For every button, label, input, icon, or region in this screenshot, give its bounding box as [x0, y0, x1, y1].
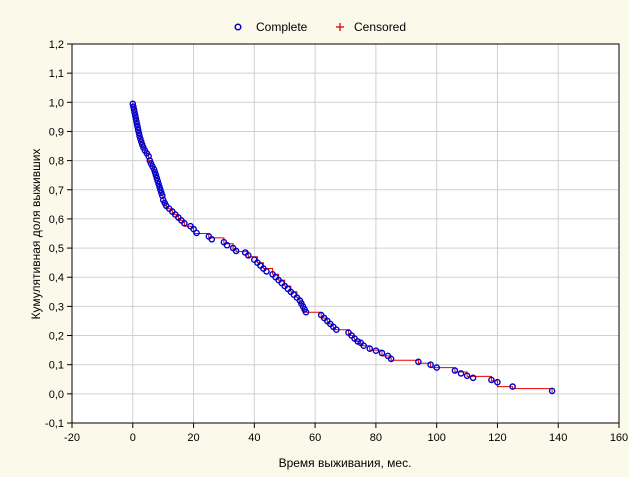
complete-point [244, 252, 252, 259]
complete-point [372, 347, 380, 355]
legend-complete-label: Complete [256, 20, 308, 34]
x-tick-label: 100 [427, 432, 445, 444]
complete-point [156, 183, 163, 191]
complete-point [366, 345, 374, 353]
complete-point [137, 135, 144, 143]
y-tick-label: 0,0 [49, 389, 64, 401]
y-tick-label: 0,1 [49, 360, 64, 372]
complete-point [263, 268, 270, 275]
complete-point [494, 378, 501, 386]
legend: Complete Censored [234, 20, 406, 34]
step-line-path [132, 102, 553, 393]
y-tick-label: 1,1 [49, 68, 64, 80]
legend-censored-marker [336, 23, 344, 31]
x-tick-label: 160 [610, 432, 628, 444]
plot-frame [71, 43, 620, 424]
x-tick-label: 140 [549, 432, 567, 444]
x-tick-label: 20 [187, 432, 199, 444]
axis-ticks: -20 0 20 40 60 80 100 120 140 160 -0,1 0,0 0,1 0,2 0,3… [45, 39, 628, 444]
complete-point [137, 138, 145, 145]
complete-point [427, 361, 434, 369]
grid [72, 44, 619, 423]
x-tick-label: 0 [130, 432, 136, 444]
y-tick-label: -0,1 [45, 418, 64, 430]
complete-point [433, 364, 441, 371]
complete-point [130, 106, 138, 113]
y-tick-label: 1,2 [49, 39, 64, 51]
complete-point [133, 118, 140, 125]
x-tick-label: -20 [64, 432, 80, 444]
x-tick-label: 120 [488, 432, 506, 444]
complete-point [136, 132, 143, 140]
y-tick-label: 0,7 [49, 185, 64, 197]
complete-point [360, 342, 368, 350]
x-tick-label: 60 [309, 432, 321, 444]
complete-point [157, 186, 164, 194]
y-tick-label: 0,3 [49, 301, 64, 313]
complete-point [193, 229, 200, 237]
legend-censored-label: Censored [354, 20, 406, 34]
complete-point [134, 123, 141, 131]
complete-point [131, 112, 139, 119]
complete-point [378, 349, 386, 357]
step-line [132, 102, 553, 393]
x-tick-label: 40 [248, 432, 260, 444]
complete-point [415, 358, 422, 366]
complete-point [129, 100, 137, 108]
complete-point [457, 370, 465, 377]
y-tick-label: 0,4 [49, 272, 64, 284]
y-tick-label: 0,6 [49, 214, 64, 226]
y-tick-label: 0,5 [49, 243, 64, 255]
y-tick-label: 1,0 [49, 97, 64, 109]
complete-point [157, 189, 165, 196]
complete-point [333, 326, 340, 334]
complete-point [155, 180, 162, 188]
plot-background [72, 44, 619, 423]
complete-point [208, 235, 216, 243]
complete-point [152, 171, 160, 179]
complete-point [469, 374, 477, 382]
complete-point [153, 174, 161, 182]
y-tick-label: 0,2 [49, 331, 64, 343]
y-tick-label: 0,9 [49, 126, 64, 138]
legend-complete-marker [234, 23, 242, 31]
complete-point [151, 168, 159, 176]
complete-point [150, 166, 158, 173]
complete-point [134, 126, 142, 134]
complete-point [302, 308, 310, 316]
x-axis-title: Время выживания, мес. [279, 456, 412, 470]
complete-point [154, 177, 161, 185]
complete-point [223, 241, 231, 249]
complete-point [488, 376, 495, 384]
complete-point [451, 367, 459, 374]
complete-point [387, 355, 395, 363]
complete-point [135, 129, 143, 137]
complete-point [133, 120, 141, 128]
complete-point [132, 115, 140, 122]
x-tick-label: 80 [370, 432, 382, 444]
complete-point [181, 219, 188, 227]
y-axis-title: Кумулятивная доля выживших [29, 149, 43, 320]
complete-point [548, 387, 556, 395]
data-points [129, 100, 556, 395]
complete-point [130, 103, 137, 110]
complete-point [131, 109, 138, 116]
complete-point [232, 247, 240, 255]
complete-point [509, 383, 516, 390]
complete-point [463, 372, 471, 380]
y-tick-label: 0,8 [49, 156, 64, 168]
